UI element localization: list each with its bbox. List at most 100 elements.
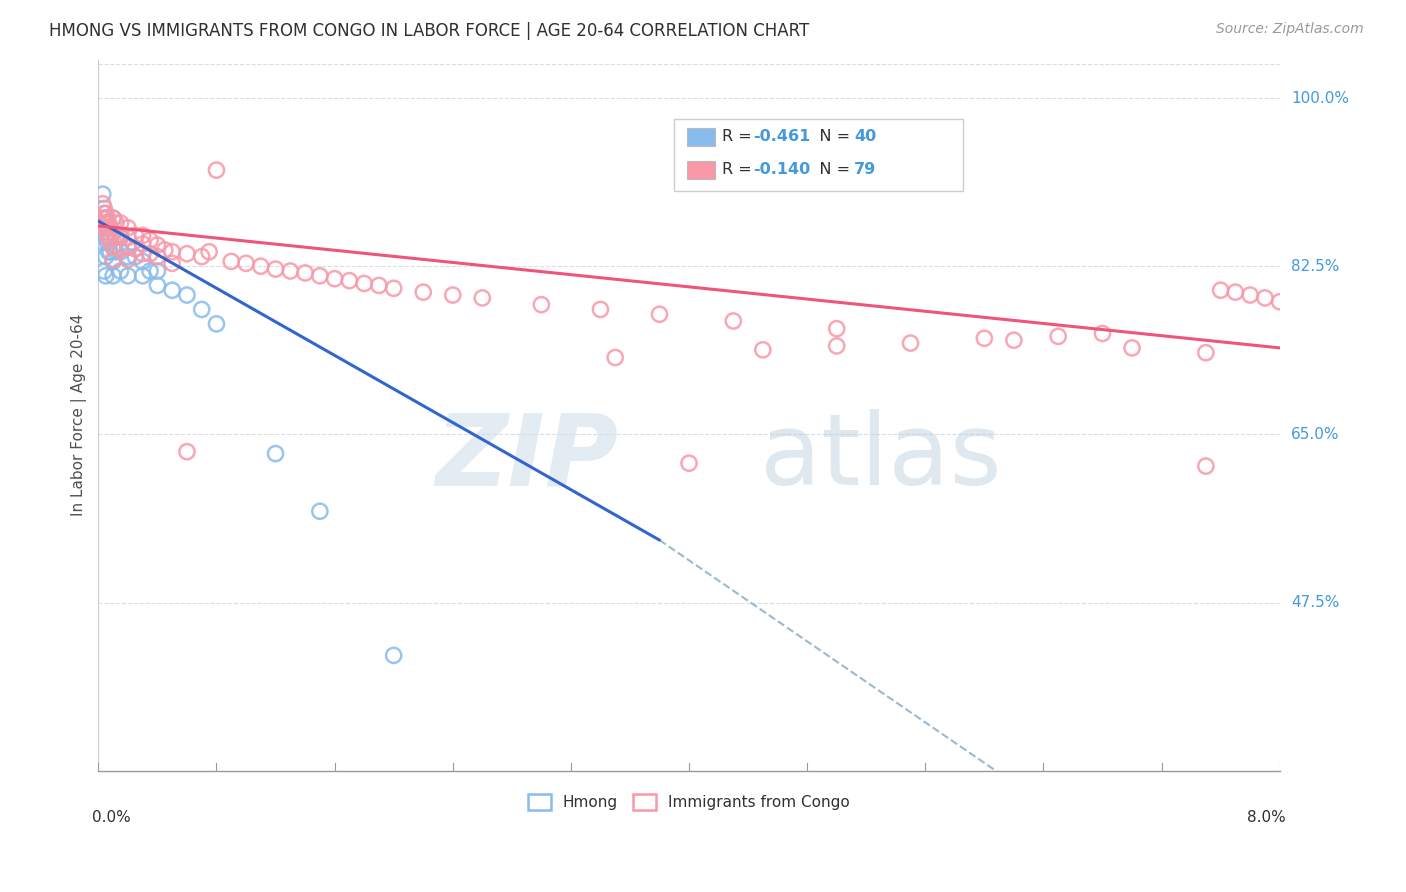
Text: 47.5%: 47.5% xyxy=(1291,595,1339,610)
Point xyxy=(1195,345,1218,359)
Point xyxy=(160,244,183,259)
Point xyxy=(589,302,612,317)
Point xyxy=(382,648,405,663)
Point xyxy=(110,230,132,244)
Point xyxy=(605,351,627,365)
Point xyxy=(94,230,117,244)
Point xyxy=(337,274,360,288)
Point xyxy=(648,307,671,321)
Point xyxy=(146,238,169,252)
Point xyxy=(94,206,117,220)
Point xyxy=(973,331,995,345)
Point xyxy=(131,237,153,252)
Point xyxy=(205,317,228,331)
Point xyxy=(139,233,162,247)
Point xyxy=(93,206,115,220)
Point xyxy=(308,504,330,518)
Point xyxy=(368,278,391,293)
Point xyxy=(752,343,775,357)
Point xyxy=(91,196,114,211)
Point xyxy=(235,256,257,270)
Point xyxy=(139,264,162,278)
Point xyxy=(308,268,330,283)
Point xyxy=(323,271,346,285)
Point xyxy=(117,268,139,283)
Point xyxy=(93,264,115,278)
Point xyxy=(101,254,124,268)
Point xyxy=(110,229,132,244)
Point xyxy=(94,250,117,264)
Point xyxy=(105,216,128,230)
Point xyxy=(131,246,153,260)
Point xyxy=(101,268,124,283)
Point xyxy=(101,211,124,226)
Text: N =: N = xyxy=(804,162,855,178)
Point xyxy=(110,244,132,259)
Point xyxy=(678,456,700,470)
Text: 8.0%: 8.0% xyxy=(1247,810,1285,825)
Text: 40: 40 xyxy=(855,129,876,145)
Point xyxy=(91,211,114,226)
Point xyxy=(101,226,124,240)
Point xyxy=(110,243,132,257)
Point xyxy=(1002,333,1025,347)
Text: 65.0%: 65.0% xyxy=(1291,427,1340,442)
Text: HMONG VS IMMIGRANTS FROM CONGO IN LABOR FORCE | AGE 20-64 CORRELATION CHART: HMONG VS IMMIGRANTS FROM CONGO IN LABOR … xyxy=(49,22,810,40)
Point xyxy=(96,226,118,240)
Point xyxy=(93,202,115,216)
Point xyxy=(412,285,434,300)
Point xyxy=(101,211,124,226)
Point xyxy=(264,262,287,277)
Point xyxy=(117,250,139,264)
Point xyxy=(1254,291,1277,305)
Point xyxy=(382,281,405,295)
Point xyxy=(96,211,118,226)
Point xyxy=(131,228,153,243)
Point xyxy=(98,230,121,244)
Text: -0.461: -0.461 xyxy=(754,129,810,145)
Point xyxy=(160,256,183,270)
Text: -0.140: -0.140 xyxy=(754,162,810,178)
Point xyxy=(139,246,162,260)
Point xyxy=(94,211,117,226)
Point xyxy=(101,226,124,240)
Point xyxy=(160,283,183,297)
Point xyxy=(1268,294,1291,309)
Point xyxy=(530,298,553,312)
Point xyxy=(97,216,120,230)
Text: atlas: atlas xyxy=(759,409,1001,507)
Point xyxy=(146,250,169,264)
Point xyxy=(176,444,198,458)
Point xyxy=(101,240,124,254)
Point xyxy=(1225,285,1247,300)
Point xyxy=(105,230,128,244)
Point xyxy=(294,266,316,280)
Point xyxy=(249,259,271,273)
Text: 82.5%: 82.5% xyxy=(1291,259,1339,274)
Text: ZIP: ZIP xyxy=(434,409,619,507)
Point xyxy=(117,230,139,244)
Point xyxy=(190,250,212,264)
Point xyxy=(900,336,922,351)
Point xyxy=(198,244,221,259)
Point xyxy=(471,291,494,305)
Text: 79: 79 xyxy=(855,162,876,178)
Point xyxy=(96,216,118,230)
Point xyxy=(131,268,153,283)
Point xyxy=(98,233,121,247)
Point xyxy=(101,240,124,254)
Text: 100.0%: 100.0% xyxy=(1291,91,1348,105)
Point xyxy=(98,244,121,259)
Point xyxy=(93,216,115,230)
Point xyxy=(205,163,228,178)
Point xyxy=(117,220,139,235)
Legend: Hmong, Immigrants from Congo: Hmong, Immigrants from Congo xyxy=(522,789,856,816)
Point xyxy=(1239,288,1261,302)
Point xyxy=(1091,326,1114,341)
Point xyxy=(264,447,287,461)
Point xyxy=(190,302,212,317)
Point xyxy=(146,278,169,293)
Point xyxy=(124,250,146,264)
Text: R =: R = xyxy=(723,162,756,178)
Point xyxy=(131,254,153,268)
